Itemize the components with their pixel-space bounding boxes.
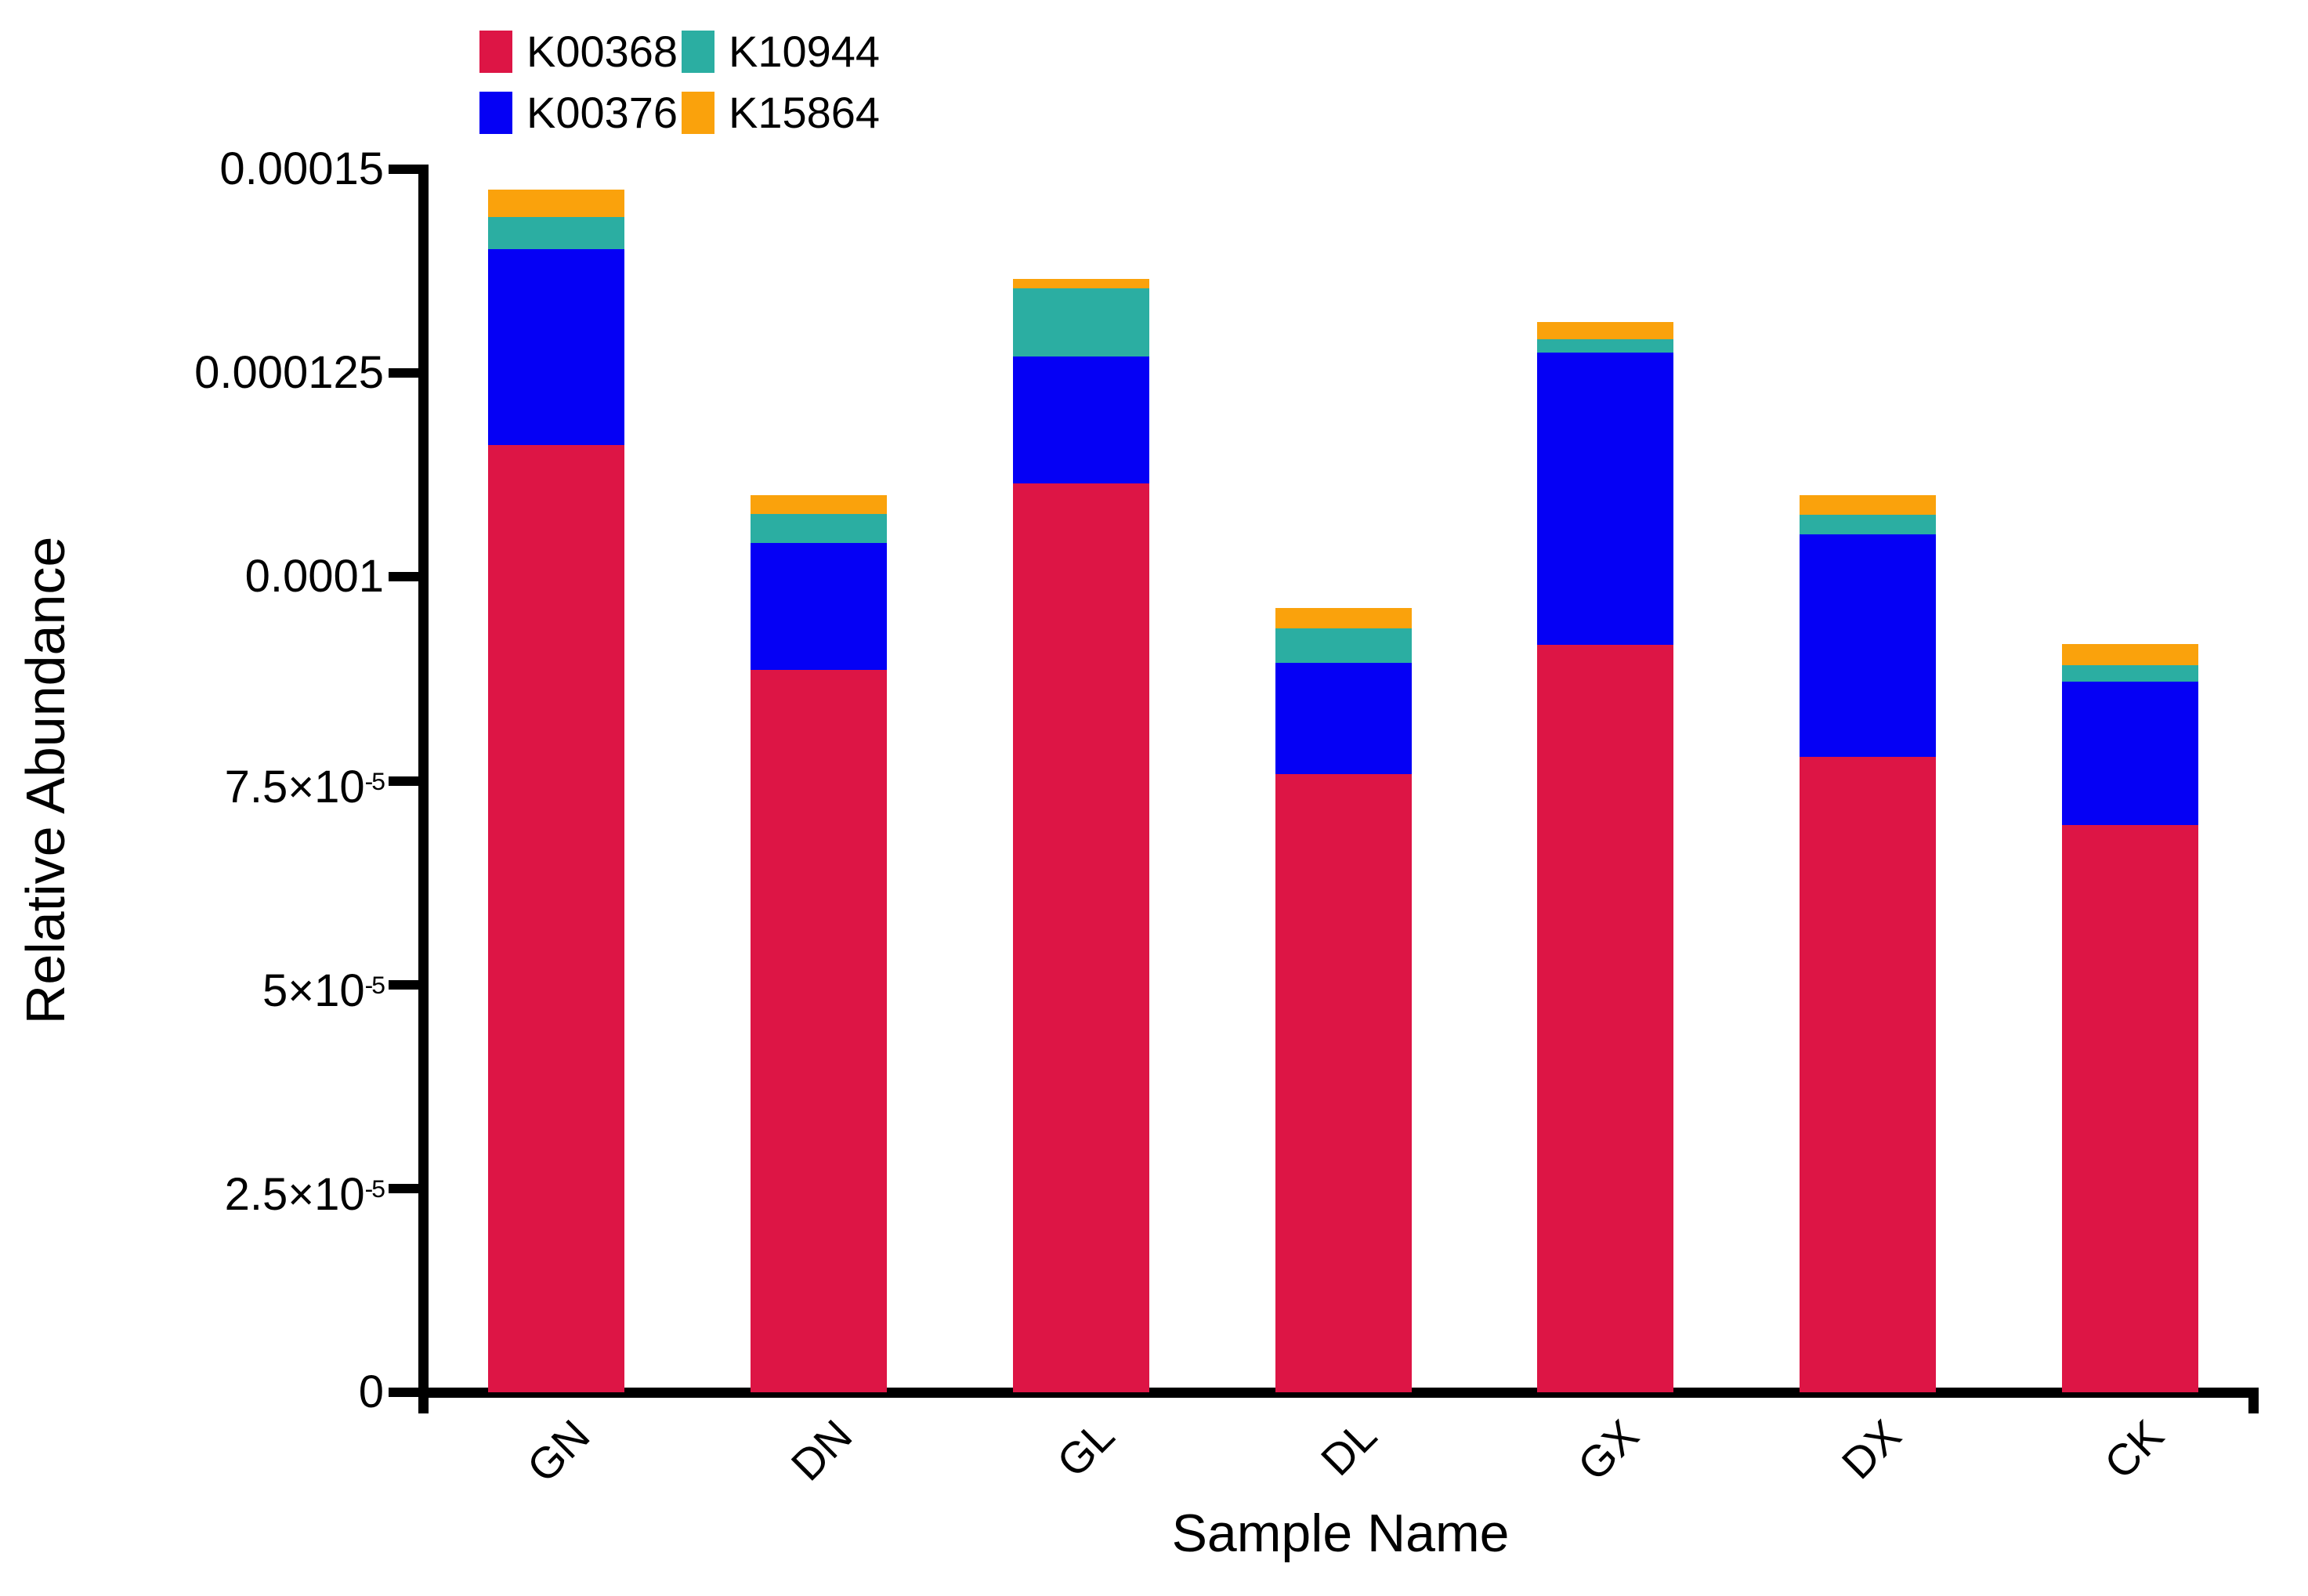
x-tick-label-GX: GX (1568, 1410, 1648, 1490)
bar-segment-K00368-CK (2062, 824, 2198, 1392)
legend-label-K00376: K00376 (526, 88, 678, 137)
y-tick-label: 7.5×10-5 (224, 761, 385, 812)
bar-segment-K00376-GL (1013, 356, 1149, 483)
bar-segment-K00368-DX (1800, 757, 1936, 1392)
bar-segment-K00376-GX (1537, 353, 1673, 645)
y-tick-mark (389, 979, 418, 990)
bar-segment-K10944-DX (1800, 515, 1936, 535)
legend-swatch-K10944 (682, 31, 714, 73)
bar-segment-K00368-GN (488, 444, 624, 1392)
bar-segment-K15864-GX (1537, 321, 1673, 340)
bar-segment-K00368-DL (1275, 774, 1412, 1392)
legend-label-K15864: K15864 (729, 88, 881, 137)
bar-segment-K15864-GN (488, 190, 624, 218)
bar-segment-K00368-GL (1013, 483, 1149, 1392)
legend-item-K10944: K10944 (682, 30, 880, 74)
x-tick-label-CK: CK (2094, 1410, 2173, 1489)
bar-segment-K15864-CK (2062, 643, 2198, 665)
x-tick-label-DN: DN (781, 1410, 862, 1490)
bar-segment-K15864-DX (1800, 495, 1936, 516)
y-axis-title: Relative Abundance (15, 536, 76, 1025)
bar-segment-K10944-CK (2062, 664, 2198, 682)
bar-segment-K10944-GN (488, 217, 624, 249)
y-tick-mark (389, 776, 418, 786)
y-tick-mark (389, 572, 418, 582)
x-tick-label-GN: GN (517, 1410, 599, 1492)
legend-item-K00376: K00376 (479, 91, 678, 135)
y-tick-mark (389, 1183, 418, 1193)
bar-segment-K15864-GL (1013, 279, 1149, 288)
bar-segment-K10944-GL (1013, 288, 1149, 357)
y-tick-label: 0.0001 (244, 551, 384, 603)
bar-segment-K00376-GN (488, 248, 624, 445)
y-tick-label: 5×10-5 (262, 964, 385, 1016)
legend-label-K00368: K00368 (526, 27, 678, 76)
x-tick-label-GL: GL (1047, 1410, 1124, 1487)
bar-segment-K00368-DN (751, 669, 887, 1392)
y-tick-label: 0.00015 (219, 143, 384, 194)
bar-segment-K15864-DL (1275, 607, 1412, 628)
bar-segment-K00376-DN (751, 542, 887, 670)
legend-label-K10944: K10944 (729, 27, 881, 76)
legend-item-K00368: K00368 (479, 30, 678, 74)
bar-segment-K00376-DX (1800, 534, 1936, 758)
legend-swatch-K00368 (479, 31, 512, 73)
legend-swatch-K00376 (479, 92, 512, 134)
x-axis-title: Sample Name (1171, 1504, 1510, 1563)
x-tick-label-DL: DL (1311, 1410, 1387, 1486)
bar-segment-K10944-GX (1537, 339, 1673, 353)
bar-segment-K10944-DL (1275, 628, 1412, 663)
x-tick-label-DX: DX (1832, 1410, 1911, 1489)
y-tick-mark (389, 165, 418, 174)
legend-swatch-K15864 (682, 92, 714, 134)
y-tick-label: 2.5×10-5 (224, 1168, 385, 1220)
y-tick-mark (389, 368, 418, 378)
y-tick-label: 0 (358, 1366, 384, 1417)
bar-segment-K00368-GX (1537, 644, 1673, 1392)
y-tick-label: 0.000125 (194, 347, 384, 399)
bar-segment-K00376-CK (2062, 681, 2198, 825)
bar-segment-K10944-DN (751, 514, 887, 543)
legend-item-K15864: K15864 (682, 91, 880, 135)
x-axis-end-tick (2248, 1398, 2259, 1413)
y-tick-mark (389, 1388, 418, 1397)
x-axis-origin-tick (418, 1398, 429, 1413)
bar-segment-K00376-DL (1275, 662, 1412, 775)
bar-segment-K15864-DN (751, 495, 887, 515)
y-axis-line (418, 165, 429, 1398)
